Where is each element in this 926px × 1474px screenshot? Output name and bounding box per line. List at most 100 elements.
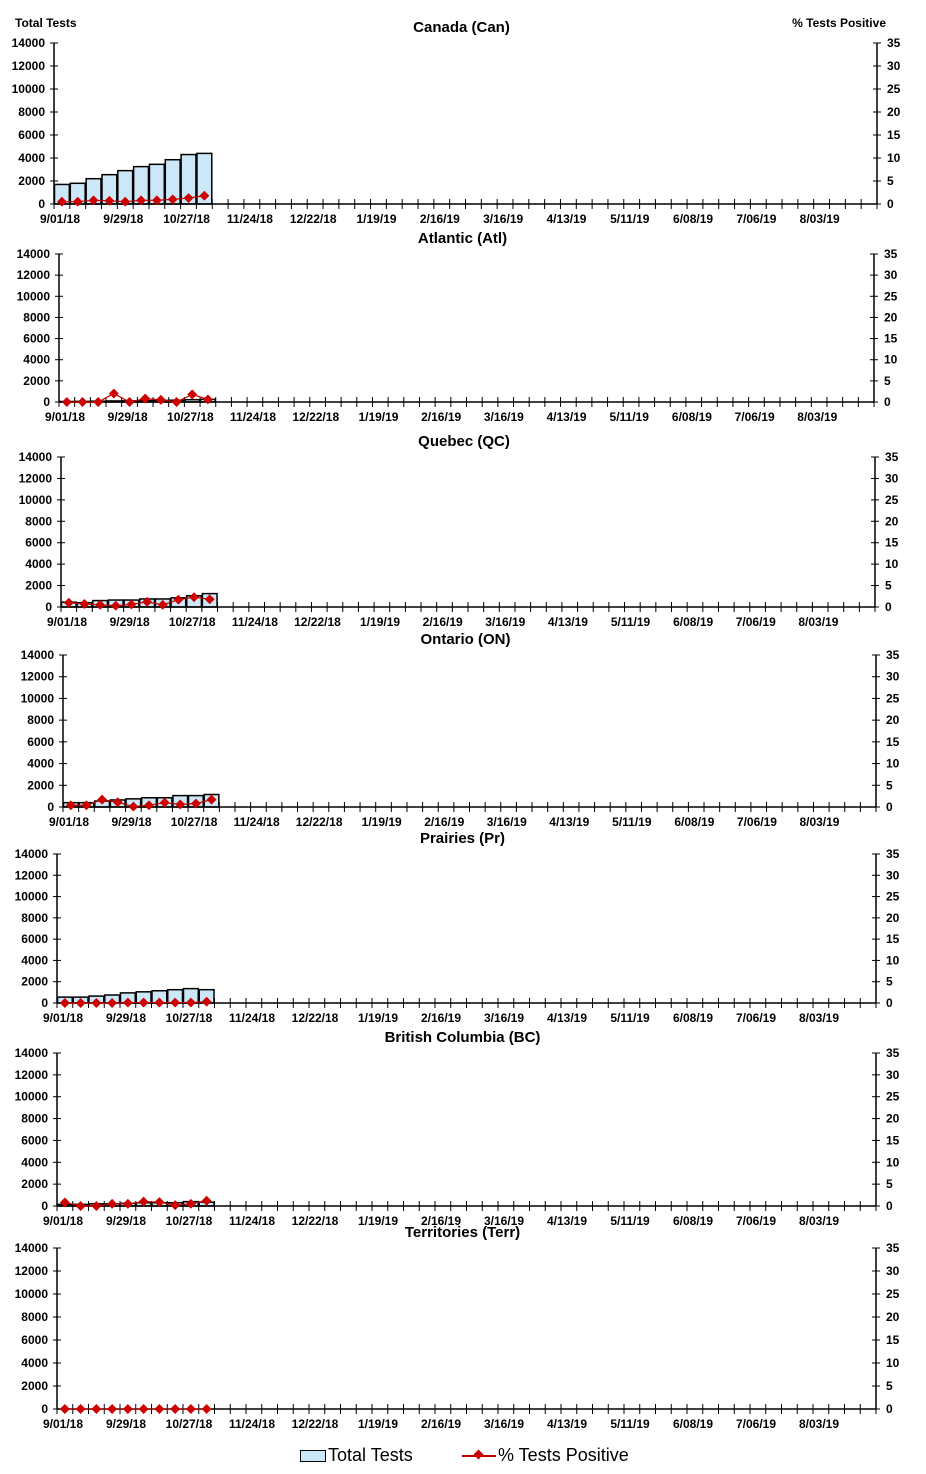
x-tick-label: 5/11/19 <box>610 1214 650 1228</box>
diamond-marker-icon <box>173 594 184 605</box>
y-tick-label: 4000 <box>21 1155 48 1169</box>
y2-tick-label: 25 <box>886 1090 900 1104</box>
x-tick-label: 5/11/19 <box>610 1417 650 1431</box>
x-tick-label: 7/06/19 <box>736 615 776 629</box>
y-tick-label: 2000 <box>23 374 50 388</box>
diamond-marker-icon <box>122 1198 133 1209</box>
diamond-marker-icon <box>201 1195 212 1206</box>
y-tick-label: 0 <box>41 1402 48 1416</box>
legend: Total Tests % Tests Positive <box>300 1445 700 1467</box>
diamond-marker-icon <box>59 998 70 1008</box>
x-tick-label: 4/13/19 <box>549 815 589 829</box>
percent-positive-line <box>61 195 205 203</box>
diamond-marker-icon <box>187 389 198 400</box>
legend-item-percent-positive: % Tests Positive <box>462 1445 629 1466</box>
diamond-marker-icon <box>110 600 121 611</box>
y2-tick-label: 20 <box>886 713 900 727</box>
y2-tick-label: 10 <box>885 557 899 571</box>
y2-tick-label: 5 <box>887 174 894 188</box>
y-tick-label: 10000 <box>19 493 53 507</box>
y2-tick-label: 25 <box>887 82 901 96</box>
diamond-marker-icon <box>122 1404 133 1414</box>
y2-tick-label: 35 <box>886 1241 900 1255</box>
diamond-marker-icon <box>138 1404 149 1414</box>
y2-tick-label: 35 <box>885 450 899 464</box>
chart-panel: Quebec (QC) 0 2000 4000 6000 8000 10000 12000 14… <box>19 433 899 629</box>
diamond-marker-icon <box>140 393 151 404</box>
x-tick-label: 6/08/19 <box>673 1417 713 1431</box>
y-tick-label: 8000 <box>21 1112 48 1126</box>
diamond-marker-icon <box>185 997 196 1008</box>
y-tick-label: 10000 <box>15 1287 49 1301</box>
diamond-marker-icon <box>154 1404 165 1414</box>
y-tick-label: 14000 <box>17 247 51 261</box>
diamond-marker-icon <box>107 1404 118 1414</box>
y2-tick-label: 10 <box>886 1155 900 1169</box>
x-tick-label: 2/16/19 <box>421 410 461 424</box>
y2-tick-label: 0 <box>885 600 892 614</box>
x-tick-label: 6/08/19 <box>673 1011 713 1025</box>
y-tick-label: 12000 <box>21 670 55 684</box>
y2-tick-label: 15 <box>886 932 900 946</box>
right-axis-title: % Tests Positive <box>792 16 886 30</box>
diamond-marker-icon <box>56 196 67 207</box>
y-tick-label: 6000 <box>25 536 52 550</box>
y2-tick-label: 35 <box>886 648 900 662</box>
percent-positive-line <box>64 1200 207 1207</box>
diamond-marker-icon <box>112 797 123 808</box>
x-tick-label: 2/16/19 <box>424 815 464 829</box>
x-tick-label: 8/03/19 <box>799 1417 839 1431</box>
y2-tick-label: 25 <box>884 289 898 303</box>
x-tick-label: 6/08/19 <box>673 1214 713 1228</box>
y-tick-label: 12000 <box>15 1068 49 1082</box>
y-tick-label: 8000 <box>21 911 48 925</box>
x-tick-label: 1/19/19 <box>357 212 397 226</box>
x-tick-label: 2/16/19 <box>421 1417 461 1431</box>
x-tick-label: 4/13/19 <box>546 212 586 226</box>
y-tick-label: 4000 <box>27 757 54 771</box>
y-tick-label: 0 <box>47 800 54 814</box>
y2-tick-label: 20 <box>886 1112 900 1126</box>
y-tick-label: 8000 <box>18 105 45 119</box>
diamond-marker-icon <box>128 801 139 812</box>
y2-tick-label: 15 <box>886 735 900 749</box>
diamond-marker-icon <box>171 397 182 407</box>
y-tick-label: 0 <box>45 600 52 614</box>
diamond-marker-icon <box>199 190 210 201</box>
legend-label-percent-positive: % Tests Positive <box>498 1445 629 1465</box>
diamond-marker-icon <box>75 1404 86 1414</box>
y2-tick-label: 20 <box>885 514 899 528</box>
y-tick-label: 14000 <box>21 648 55 662</box>
x-tick-label: 6/08/19 <box>674 815 714 829</box>
x-tick-label: 10/27/18 <box>169 615 216 629</box>
x-tick-label: 1/19/19 <box>358 1011 398 1025</box>
x-tick-label: 12/22/18 <box>292 1214 339 1228</box>
y-tick-label: 0 <box>38 197 45 211</box>
chart-title: Ontario (ON) <box>421 631 511 648</box>
diamond-marker-icon <box>61 397 72 407</box>
x-tick-label: 10/27/18 <box>167 410 214 424</box>
diamond-marker-icon <box>79 599 90 609</box>
y-tick-label: 4000 <box>25 557 52 571</box>
percent-positive-line <box>64 1001 207 1004</box>
y2-tick-label: 0 <box>886 1199 893 1213</box>
x-tick-label: 2/16/19 <box>420 212 460 226</box>
y2-tick-label: 15 <box>886 1133 900 1147</box>
legend-item-total-tests: Total Tests <box>300 1445 413 1466</box>
x-tick-label: 3/16/19 <box>484 1011 524 1025</box>
y-tick-label: 6000 <box>21 1133 48 1147</box>
y-tick-label: 2000 <box>21 1177 48 1191</box>
y-tick-label: 8000 <box>27 713 54 727</box>
y-tick-label: 8000 <box>25 514 52 528</box>
x-tick-label: 3/16/19 <box>485 615 525 629</box>
x-tick-label: 4/13/19 <box>547 1011 587 1025</box>
x-tick-label: 12/22/18 <box>290 212 337 226</box>
x-tick-label: 1/19/19 <box>358 410 398 424</box>
chart-title: British Columbia (BC) <box>385 1029 541 1046</box>
diamond-marker-icon <box>122 997 133 1008</box>
chart-title: Canada (Can) <box>413 19 510 36</box>
y2-tick-label: 5 <box>886 778 893 792</box>
diamond-marker-icon <box>126 599 137 610</box>
x-tick-label: 9/01/18 <box>40 212 80 226</box>
diamond-marker-icon <box>136 195 146 206</box>
